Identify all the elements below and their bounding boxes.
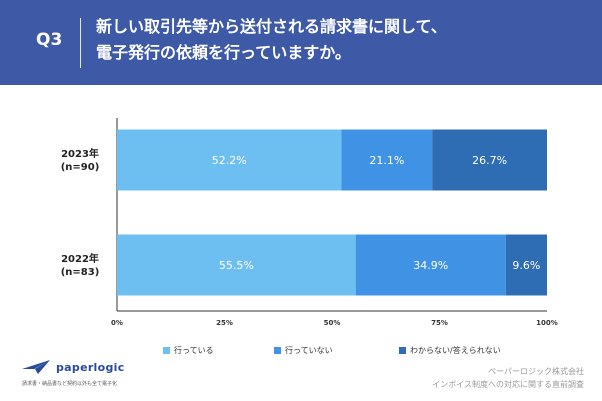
chart-legend: 行っている 行っていない わからない/答えられない — [0, 346, 602, 360]
category-label: (n=90) — [61, 162, 100, 173]
data-label: 52.2% — [212, 154, 247, 167]
x-tick-label: 50% — [324, 319, 341, 327]
legend-label-unknown: わからない/答えられない — [410, 346, 501, 355]
legend-item-not-doing: 行っていない — [274, 346, 333, 360]
question-label: Q3 — [36, 30, 63, 50]
legend-swatch-unknown — [399, 347, 406, 354]
footer-source: ペーパーロジック株式会社 インボイス制度への対応に関する直前調査 — [324, 365, 584, 391]
x-tick-label: 0% — [111, 319, 123, 327]
logo-tagline: 請求書・納品書など契約以外も全て電子化 — [22, 381, 118, 387]
legend-item-doing: 行っている — [163, 346, 214, 360]
bar-segment — [341, 129, 433, 191]
question-title-line-2: 電子発行の依頼を行っていますか。 — [96, 43, 351, 62]
legend-swatch-not-doing — [274, 347, 281, 354]
header-divider — [80, 18, 81, 68]
question-title: 新しい取引先等から送付される請求書に関して、 電子発行の依頼を行っていますか。 — [96, 14, 586, 66]
footer-survey-name: インボイス制度への対応に関する直前調査 — [432, 380, 584, 389]
bar-segment — [355, 234, 506, 296]
category-label: 2023年 — [61, 147, 99, 160]
data-label: 26.7% — [472, 154, 507, 167]
data-label: 34.9% — [413, 259, 448, 272]
data-label: 55.5% — [219, 259, 254, 272]
bar-segment — [117, 129, 342, 191]
paper-plane-icon — [22, 360, 50, 374]
chart-card — [8, 86, 594, 341]
question-title-line-1: 新しい取引先等から送付される請求書に関して、 — [96, 17, 447, 36]
data-label: 9.6% — [512, 259, 540, 272]
logo-name: paperlogic — [56, 361, 125, 374]
category-label: (n=83) — [61, 267, 100, 278]
legend-label-not-doing: 行っていない — [285, 346, 333, 355]
bar-segment — [117, 234, 356, 296]
legend-item-unknown: わからない/答えられない — [399, 346, 501, 360]
legend-label-doing: 行っている — [174, 346, 214, 355]
bar-segment — [432, 129, 547, 191]
legend-swatch-doing — [163, 347, 170, 354]
paperlogic-logo: paperlogic 請求書・納品書など契約以外も全て電子化 — [18, 358, 158, 394]
bar-segment — [505, 234, 547, 296]
x-tick-label: 100% — [536, 319, 558, 327]
data-label: 21.1% — [369, 154, 404, 167]
x-tick-label: 25% — [216, 319, 233, 327]
x-tick-label: 75% — [431, 319, 448, 327]
category-label: 2022年 — [61, 252, 99, 265]
footer-company: ペーパーロジック株式会社 — [488, 367, 584, 376]
header-banner: Q3 新しい取引先等から送付される請求書に関して、 電子発行の依頼を行っています… — [0, 0, 602, 85]
